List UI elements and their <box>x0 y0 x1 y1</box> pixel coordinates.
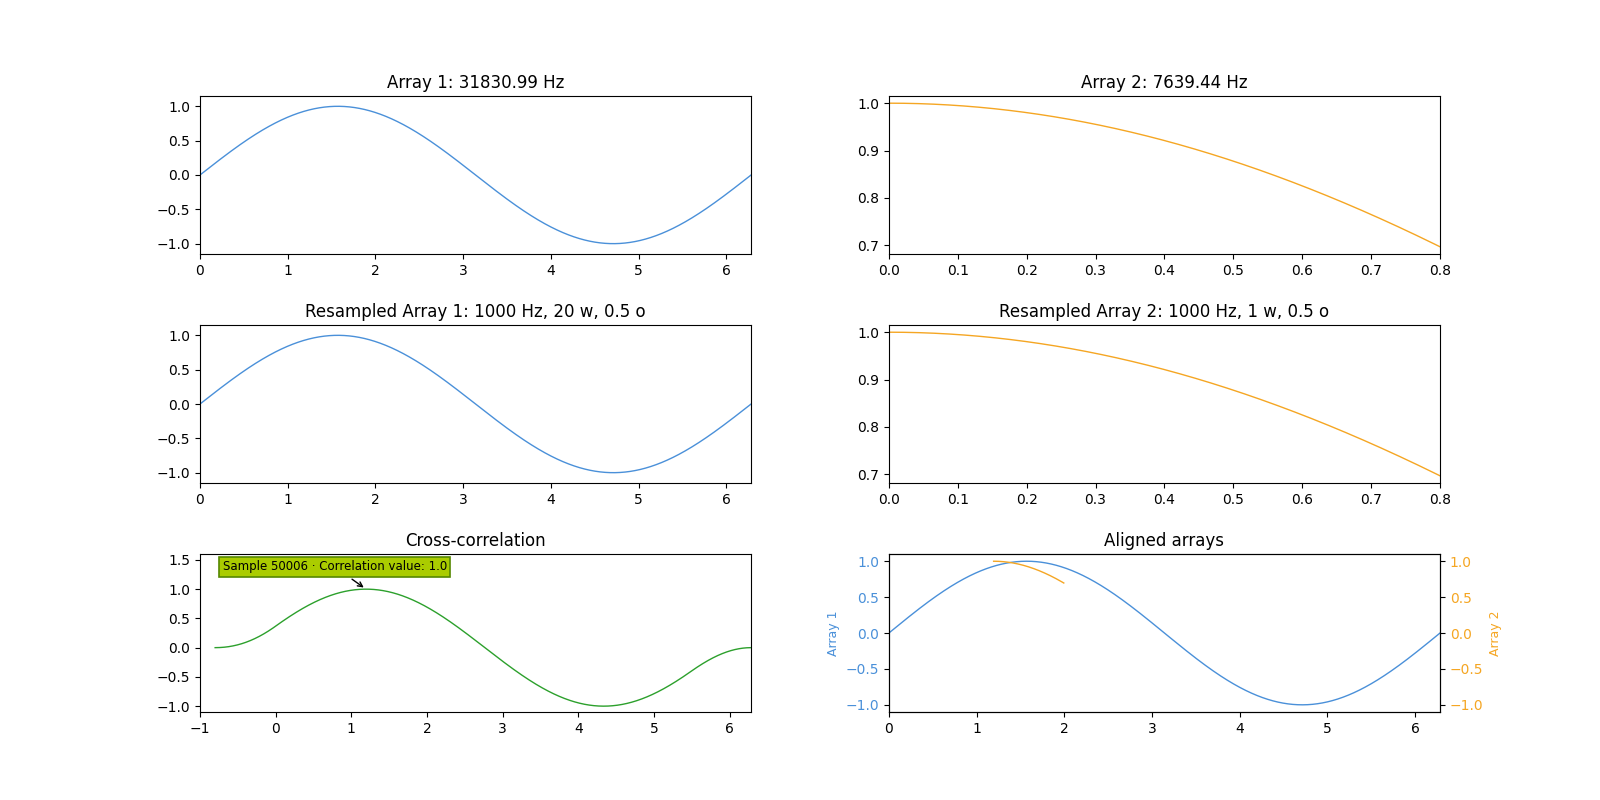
Title: Resampled Array 1: 1000 Hz, 20 w, 0.5 o: Resampled Array 1: 1000 Hz, 20 w, 0.5 o <box>306 302 646 321</box>
Title: Resampled Array 2: 1000 Hz, 1 w, 0.5 o: Resampled Array 2: 1000 Hz, 1 w, 0.5 o <box>1000 302 1330 321</box>
Y-axis label: Array 1: Array 1 <box>827 610 840 656</box>
Title: Cross-correlation: Cross-correlation <box>405 532 546 550</box>
Title: Aligned arrays: Aligned arrays <box>1104 532 1224 550</box>
Title: Array 1: 31830.99 Hz: Array 1: 31830.99 Hz <box>387 74 565 92</box>
Text: Sample 50006 · Correlation value: 1.0: Sample 50006 · Correlation value: 1.0 <box>222 561 446 586</box>
Title: Array 2: 7639.44 Hz: Array 2: 7639.44 Hz <box>1082 74 1248 92</box>
Y-axis label: Array 2: Array 2 <box>1490 610 1502 656</box>
